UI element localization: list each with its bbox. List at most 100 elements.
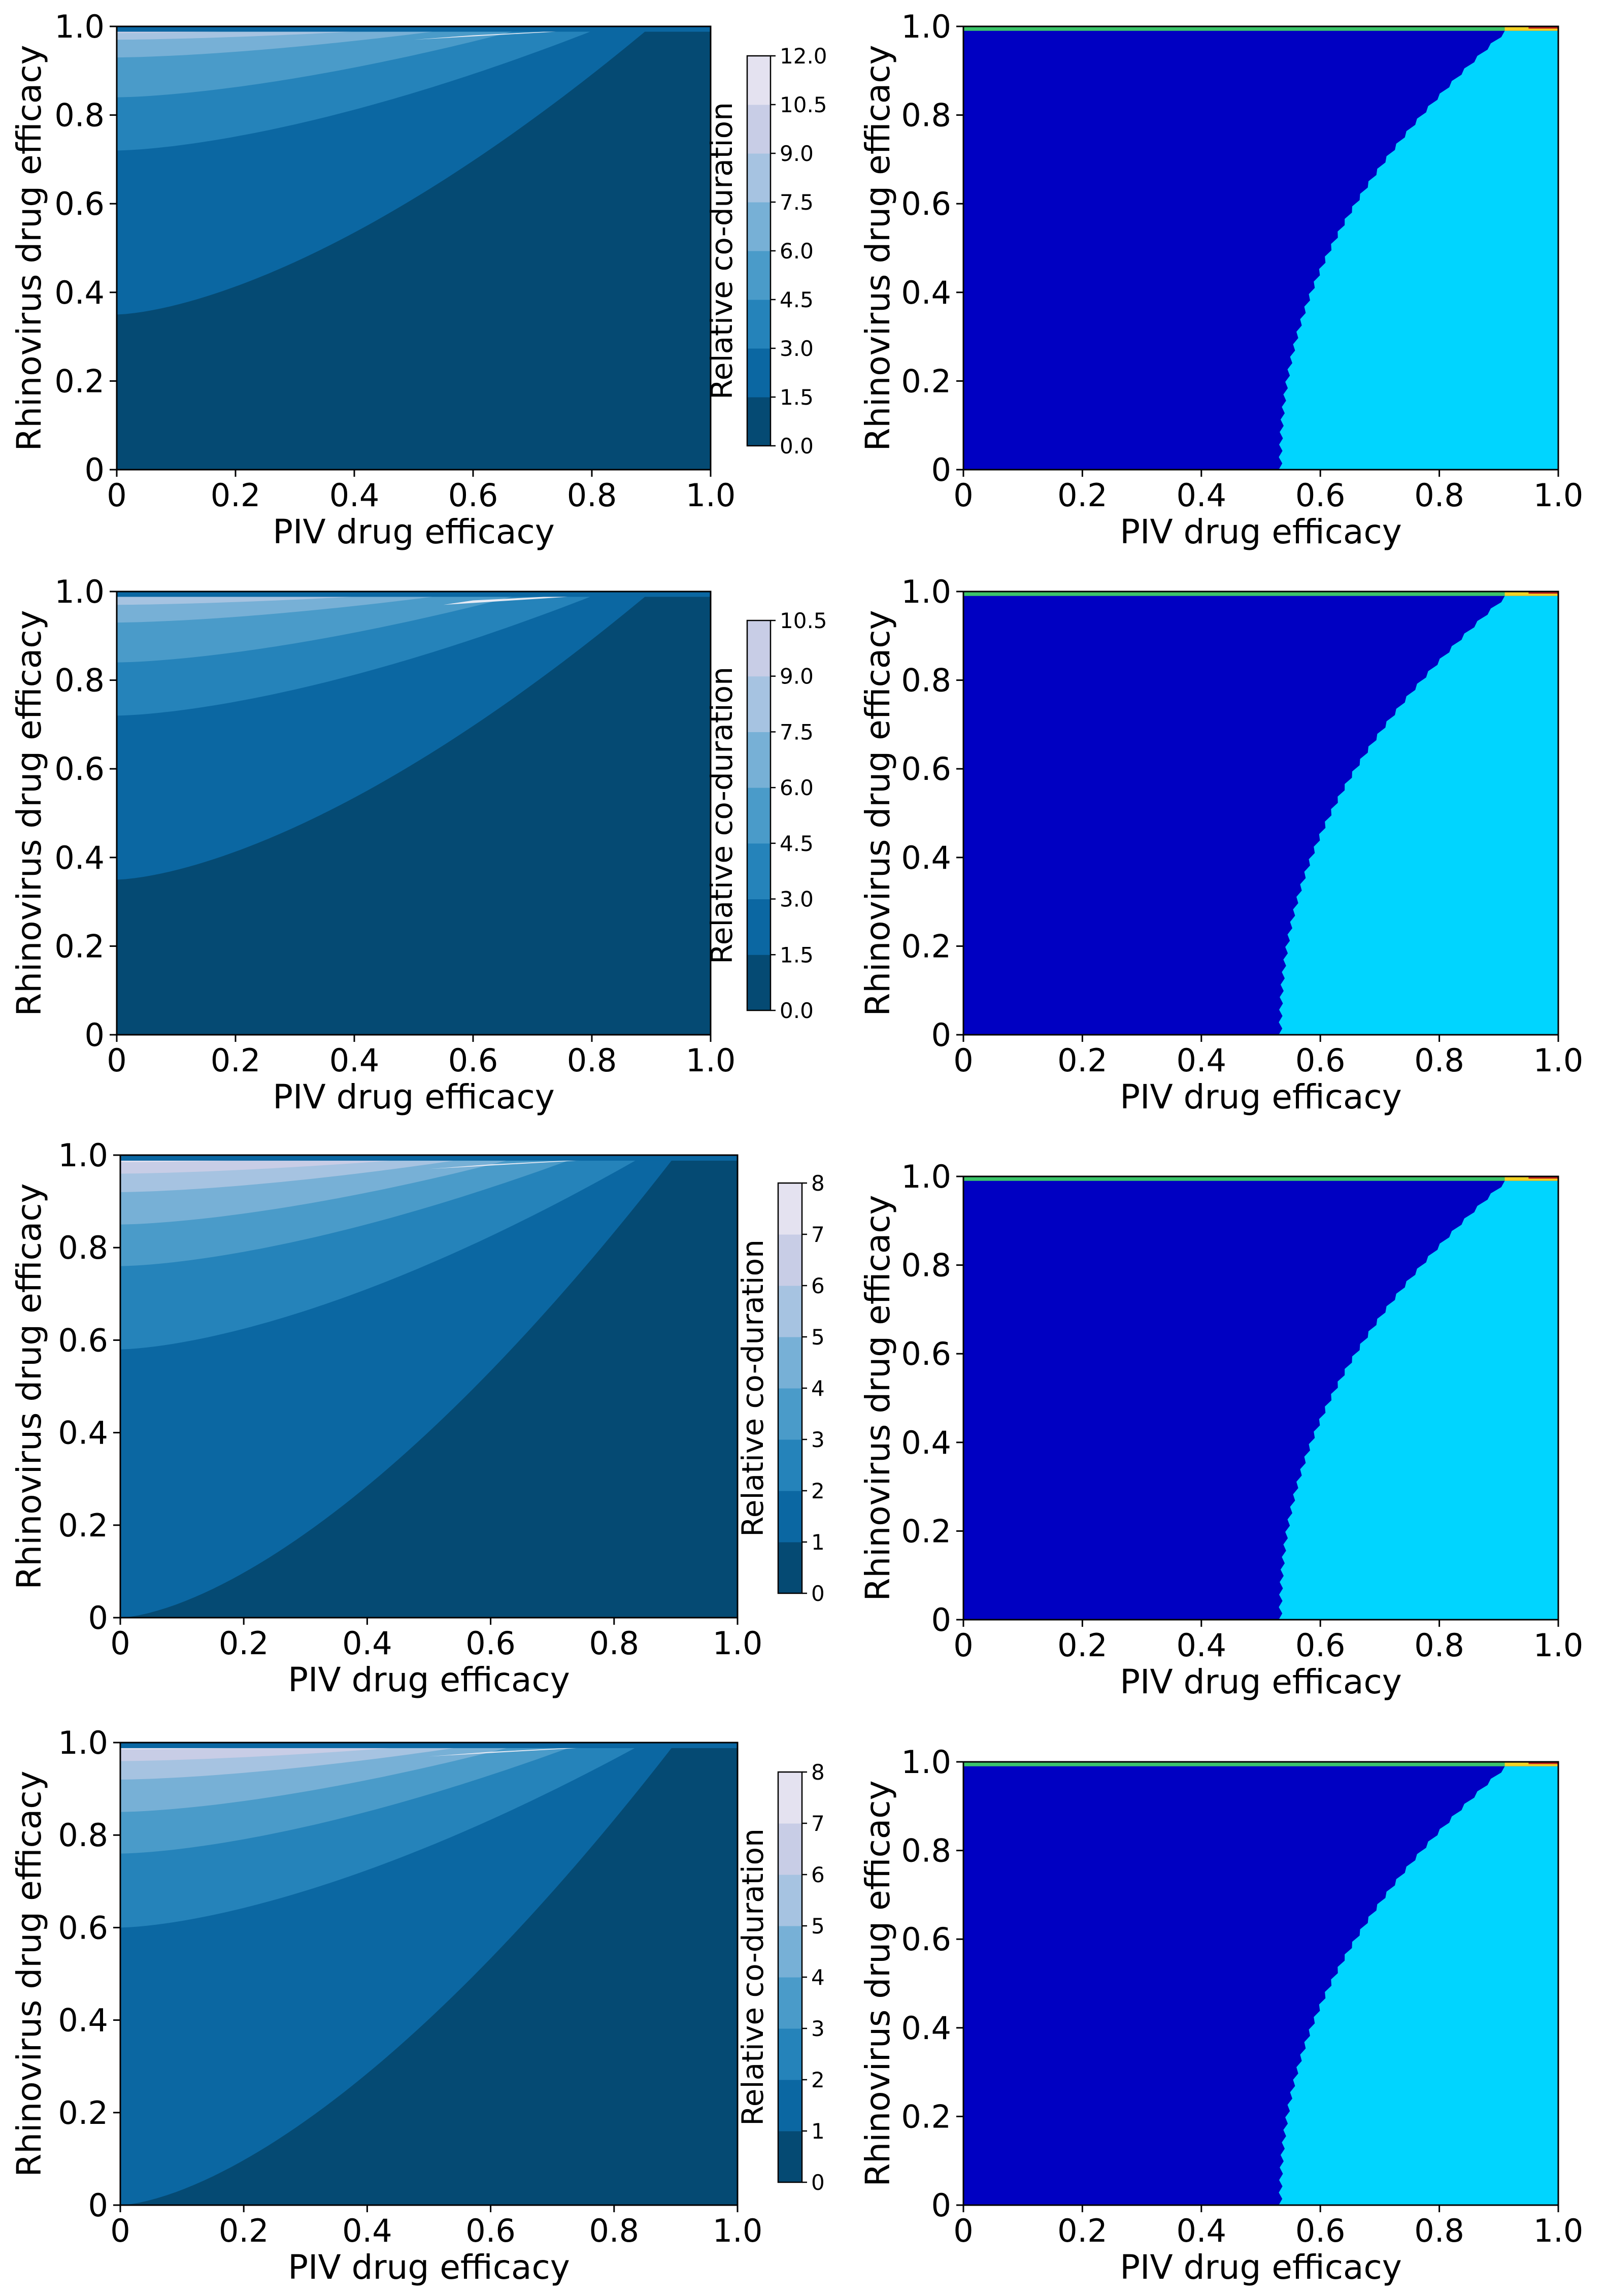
y-tick-label: 0.2 — [901, 363, 951, 400]
y-tick-label: 1.0 — [901, 573, 951, 610]
plot-frame — [962, 25, 1559, 471]
y-tick-label: 0.4 — [54, 274, 105, 311]
x-tick-label: 0.8 — [589, 2212, 639, 2249]
contour-top-strip — [120, 1743, 738, 1748]
colorbar-swatch — [778, 1183, 802, 1235]
top-band-green — [963, 1762, 1505, 1766]
y-tick-label: 0.8 — [901, 662, 951, 699]
x-axis-label: PIV drug efficacy — [273, 512, 555, 551]
region-cyan — [1279, 1180, 1558, 1620]
y-tick-label: 0.6 — [901, 1335, 951, 1372]
y-axis-label: Rhinovirus drug efficacy — [858, 1780, 897, 2186]
x-tick-label: 0.2 — [211, 1042, 261, 1079]
y-axis-label: Rhinovirus drug efficacy — [858, 610, 897, 1016]
x-tick-label: 0.6 — [448, 1042, 498, 1079]
y-tick-label: 1.0 — [54, 8, 105, 45]
colorbar-swatch — [747, 348, 771, 398]
colorbar-tick-label: 1 — [811, 2119, 825, 2144]
y-tick-label: 0.2 — [58, 2094, 108, 2131]
colorbar-tick-label: 1.5 — [780, 942, 814, 967]
colorbar-tick-label: 0 — [811, 2170, 825, 2195]
colorbar-tick-label: 1 — [811, 1530, 825, 1555]
colorbar-tick-label: 4 — [811, 1376, 825, 1401]
x-tick-label: 1.0 — [1533, 1042, 1584, 1079]
y-tick-label: 0.4 — [58, 1415, 108, 1452]
x-tick-label: 0 — [110, 2212, 130, 2249]
y-tick-label: 0.2 — [901, 2098, 951, 2135]
colorbar-swatch — [778, 1439, 802, 1491]
y-tick-label: 0.6 — [54, 185, 105, 222]
colorbar-swatch — [778, 1926, 802, 1978]
colorbar-tick-label: 8 — [811, 1171, 825, 1196]
x-tick-label: 0.6 — [448, 477, 498, 514]
y-tick-label: 1.0 — [58, 1724, 108, 1761]
y-tick-label: 0.8 — [54, 662, 105, 699]
y-tick-label: 1.0 — [901, 1744, 951, 1781]
region-cyan — [1279, 596, 1558, 1035]
x-axis-label: PIV drug efficacy — [288, 2248, 570, 2287]
colorbar-tick-label: 12.0 — [780, 44, 827, 69]
colorbar-swatch — [778, 1875, 802, 1926]
x-tick-label: 0.4 — [1176, 477, 1226, 514]
y-tick-label: 0.4 — [901, 2010, 951, 2047]
colorbar-tick-label: 0 — [811, 1581, 825, 1606]
x-tick-label: 0.6 — [1295, 2212, 1346, 2249]
x-tick-label: 0 — [953, 477, 973, 514]
plot-frame — [116, 591, 712, 1036]
x-tick-label: 0.4 — [1176, 1042, 1226, 1079]
colorbar-swatch — [778, 1823, 802, 1875]
colorbar-tick-label: 9.0 — [780, 664, 814, 689]
contour-top-strip — [117, 26, 711, 32]
colorbar-tick-label: 1.5 — [780, 385, 814, 410]
colorbar-tick-label: 4.5 — [780, 831, 814, 856]
colorbar-tick-label: 7.5 — [780, 190, 814, 215]
y-tick-label: 0.6 — [54, 750, 105, 788]
y-tick-label: 0.2 — [901, 928, 951, 965]
colorbar-tick-label: 10.5 — [780, 92, 827, 117]
colorbar-swatch — [747, 732, 771, 788]
colorbar-label: Relative co-duration — [735, 1828, 770, 2126]
colorbar-tick-label: 6.0 — [780, 775, 814, 800]
plot-frame — [116, 25, 712, 471]
colorbar-swatch — [778, 2131, 802, 2183]
colorbar-swatch — [747, 676, 771, 732]
y-tick-label: 1.0 — [58, 1137, 108, 1174]
y-tick-label: 0.8 — [54, 97, 105, 134]
x-axis-label: PIV drug efficacy — [273, 1077, 555, 1117]
colorbar-tick-label: 9.0 — [780, 141, 814, 166]
colorbar-swatch — [778, 1388, 802, 1440]
x-tick-label: 0.4 — [329, 477, 380, 514]
x-tick-label: 0.4 — [329, 1042, 380, 1079]
x-tick-label: 0.2 — [1057, 2212, 1108, 2249]
y-tick-label: 0.4 — [901, 1424, 951, 1461]
y-tick-label: 0.6 — [58, 1909, 108, 1946]
panel-row3-left: 0 1 2 3 4 5 6 7 8 Relative co-duration 0 0.2 0.4 0.6 0… — [10, 1137, 825, 1699]
colorbar-frame — [746, 619, 772, 1011]
colorbar-swatch — [747, 56, 771, 105]
x-tick-label: 0 — [953, 1627, 973, 1664]
colorbar-tick-label: 7 — [811, 1222, 825, 1247]
plot-frame — [962, 1761, 1559, 2206]
x-tick-label: 0.6 — [1295, 1042, 1346, 1079]
colorbar-swatch — [778, 1977, 802, 2029]
colorbar-tick-label: 0.0 — [780, 434, 814, 458]
colorbar-tick-label: 2 — [811, 1479, 825, 1503]
colorbar-swatch — [778, 1286, 802, 1337]
colorbar-swatch — [778, 1234, 802, 1286]
y-tick-label: 0.6 — [901, 750, 951, 788]
x-tick-label: 0.8 — [1414, 2212, 1464, 2249]
y-tick-label: 0.8 — [58, 1229, 108, 1266]
y-tick-label: 0.8 — [901, 1832, 951, 1869]
y-tick-label: 0 — [931, 1601, 951, 1638]
colorbar-swatch — [778, 1491, 802, 1543]
contour-peak-region — [429, 1155, 676, 1169]
x-tick-label: 0.2 — [1057, 477, 1108, 514]
x-tick-label: 0.2 — [219, 2212, 269, 2249]
y-tick-label: 0.2 — [54, 363, 105, 400]
x-tick-label: 0.2 — [211, 477, 261, 514]
colorbar-swatch — [778, 2028, 802, 2080]
colorbar-swatch — [747, 620, 771, 677]
top-band-green — [963, 1176, 1505, 1181]
top-band-red — [1528, 1176, 1558, 1179]
